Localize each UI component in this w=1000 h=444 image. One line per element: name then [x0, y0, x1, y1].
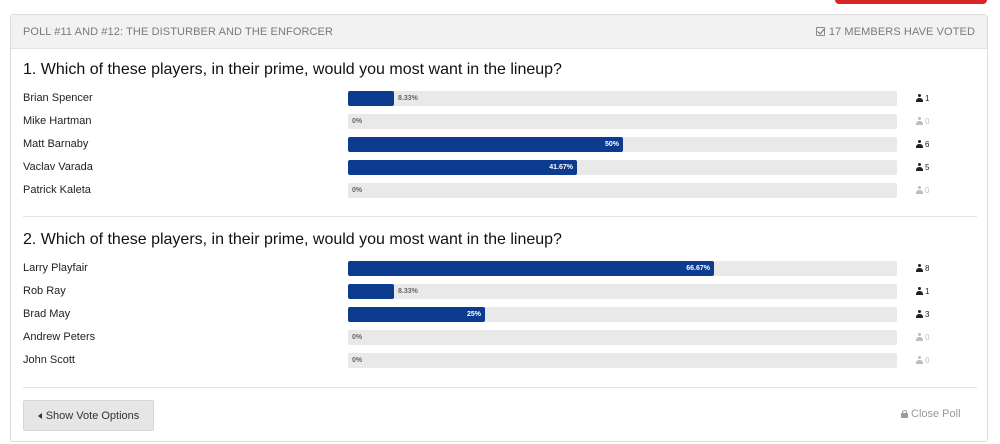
poll-option-row: Larry Playfair 66.67% 8: [23, 259, 977, 277]
option-name: John Scott: [23, 354, 75, 366]
option-name: Brad May: [23, 308, 71, 320]
option-name: Mike Hartman: [23, 115, 92, 127]
vote-count-value: 0: [925, 116, 930, 126]
percent-label: 41.67%: [549, 163, 573, 171]
user-icon: [916, 94, 923, 102]
progress-track: 41.67%: [348, 159, 897, 175]
vote-count-value: 0: [925, 332, 930, 342]
percent-label: 0%: [352, 186, 363, 194]
poll-option-row: Mike Hartman 0% 0: [23, 112, 977, 130]
vote-count-value: 0: [925, 355, 930, 365]
vote-count: 0: [916, 117, 929, 126]
vote-count: 8: [916, 264, 929, 273]
poll-header: POLL #11 AND #12: THE DISTURBER AND THE …: [11, 15, 987, 49]
percent-label: 25%: [466, 310, 481, 318]
percent-label: 66.67%: [686, 264, 710, 272]
vote-count: 0: [916, 186, 929, 195]
progress-track: 66.67%: [348, 260, 897, 276]
percent-label: 8.33%: [398, 94, 418, 102]
user-icon: [916, 163, 923, 171]
user-icon: [916, 264, 923, 272]
top-action-button[interactable]: [835, 0, 987, 4]
user-icon: [916, 287, 923, 295]
user-icon: [916, 186, 923, 194]
vote-count-value: 3: [925, 309, 930, 319]
checkbox-check-icon: [815, 27, 825, 36]
option-name: Vaclav Varada: [23, 161, 93, 173]
vote-count: 0: [916, 333, 929, 342]
poll-option-row: Brad May 25% 3: [23, 305, 977, 323]
option-name: Patrick Kaleta: [23, 184, 91, 196]
progress-fill: [348, 90, 394, 106]
poll-question-2: 2. Which of these players, in their prim…: [23, 229, 977, 368]
progress-fill: [348, 136, 623, 152]
close-poll-link[interactable]: Close Poll: [901, 408, 961, 420]
vote-count-value: 1: [925, 286, 930, 296]
question-title: 2. Which of these players, in their prim…: [23, 231, 562, 248]
user-icon: [916, 310, 923, 318]
vote-count: 5: [916, 163, 929, 172]
option-name: Rob Ray: [23, 285, 66, 297]
question-title: 1. Which of these players, in their prim…: [23, 61, 562, 78]
poll-question-1: 1. Which of these players, in their prim…: [23, 59, 977, 198]
close-poll-label: Close Poll: [911, 408, 961, 420]
progress-track: 0%: [348, 182, 897, 198]
option-name: Andrew Peters: [23, 331, 96, 343]
progress-fill: [348, 306, 485, 322]
progress-track: 8.33%: [348, 283, 897, 299]
question-divider: [23, 216, 977, 217]
poll-option-row: John Scott 0% 0: [23, 351, 977, 369]
vote-count-value: 5: [925, 162, 930, 172]
progress-fill: [348, 283, 394, 299]
percent-label: 8.33%: [398, 287, 418, 295]
percent-label: 0%: [352, 356, 363, 364]
vote-count: 1: [916, 94, 929, 103]
lock-icon: [901, 410, 908, 418]
option-name: Brian Spencer: [23, 92, 93, 104]
vote-count-value: 6: [925, 139, 930, 149]
footer-divider: [23, 387, 977, 388]
poll-panel: POLL #11 AND #12: THE DISTURBER AND THE …: [10, 14, 988, 442]
progress-track: 0%: [348, 329, 897, 345]
show-vote-options-label: Show Vote Options: [45, 409, 140, 422]
user-icon: [916, 140, 923, 148]
percent-label: 50%: [604, 140, 619, 148]
poll-option-row: Rob Ray 8.33% 1: [23, 282, 977, 300]
poll-option-row: Matt Barnaby 50% 6: [23, 135, 977, 153]
percent-label: 0%: [352, 117, 363, 125]
progress-fill: [348, 260, 714, 276]
progress-fill: [348, 159, 577, 175]
progress-track: 25%: [348, 306, 897, 322]
user-icon: [916, 333, 923, 341]
progress-track: 0%: [348, 352, 897, 368]
option-name: Matt Barnaby: [23, 138, 89, 150]
show-vote-options-button[interactable]: Show Vote Options: [23, 400, 154, 431]
voted-count-label: 17 MEMBERS HAVE VOTED: [828, 25, 975, 38]
poll-option-row: Patrick Kaleta 0% 0: [23, 181, 977, 199]
poll-option-row: Vaclav Varada 41.67% 5: [23, 158, 977, 176]
user-icon: [916, 117, 923, 125]
option-name: Larry Playfair: [23, 262, 88, 274]
vote-count: 0: [916, 356, 929, 365]
poll-option-row: Andrew Peters 0% 0: [23, 328, 977, 346]
vote-count-value: 0: [925, 185, 930, 195]
poll-option-row: Brian Spencer 8.33% 1: [23, 89, 977, 107]
vote-count-value: 8: [925, 263, 930, 273]
voted-count: 17 MEMBERS HAVE VOTED: [815, 25, 975, 38]
percent-label: 0%: [352, 333, 363, 341]
progress-track: 0%: [348, 113, 897, 129]
vote-count-value: 1: [925, 93, 930, 103]
vote-count: 1: [916, 287, 929, 296]
vote-count: 3: [916, 310, 929, 319]
user-icon: [916, 356, 923, 364]
vote-count: 6: [916, 140, 929, 149]
poll-title: POLL #11 AND #12: THE DISTURBER AND THE …: [23, 25, 334, 38]
caret-left-icon: [37, 412, 42, 419]
progress-track: 50%: [348, 136, 897, 152]
progress-track: 8.33%: [348, 90, 897, 106]
